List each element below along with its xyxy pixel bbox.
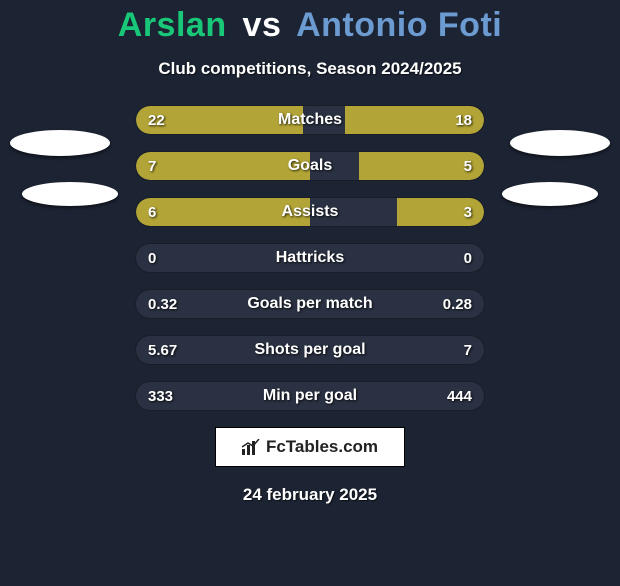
subtitle: Club competitions, Season 2024/2025 — [0, 59, 620, 79]
stat-label: Min per goal — [136, 382, 484, 410]
stat-label: Goals per match — [136, 290, 484, 318]
vs-text: vs — [243, 6, 282, 44]
player2-club-placeholder — [502, 182, 598, 206]
comparison-title: Arslan vs Antonio Foti — [0, 6, 620, 45]
stat-label: Goals — [136, 152, 484, 180]
branding-box: FcTables.com — [215, 427, 405, 467]
date-text: 24 february 2025 — [0, 485, 620, 505]
stat-row: 63Assists — [135, 197, 485, 227]
stat-row: 333444Min per goal — [135, 381, 485, 411]
stat-label: Shots per goal — [136, 336, 484, 364]
stat-row: 75Goals — [135, 151, 485, 181]
stat-row: 5.677Shots per goal — [135, 335, 485, 365]
stat-row: 0.320.28Goals per match — [135, 289, 485, 319]
bar-chart-icon — [242, 439, 260, 455]
player1-badge-placeholder — [10, 130, 110, 156]
stat-row: 00Hattricks — [135, 243, 485, 273]
player1-club-placeholder — [22, 182, 118, 206]
stat-label: Matches — [136, 106, 484, 134]
comparison-rows: 2218Matches 75Goals 63Assists 00Hattricks 0.… — [135, 105, 485, 411]
stat-label: Hattricks — [136, 244, 484, 272]
player1-name: Arslan — [118, 6, 227, 44]
branding-text: FcTables.com — [266, 437, 378, 457]
player2-badge-placeholder — [510, 130, 610, 156]
stat-label: Assists — [136, 198, 484, 226]
stat-row: 2218Matches — [135, 105, 485, 135]
player2-name: Antonio Foti — [296, 6, 502, 44]
